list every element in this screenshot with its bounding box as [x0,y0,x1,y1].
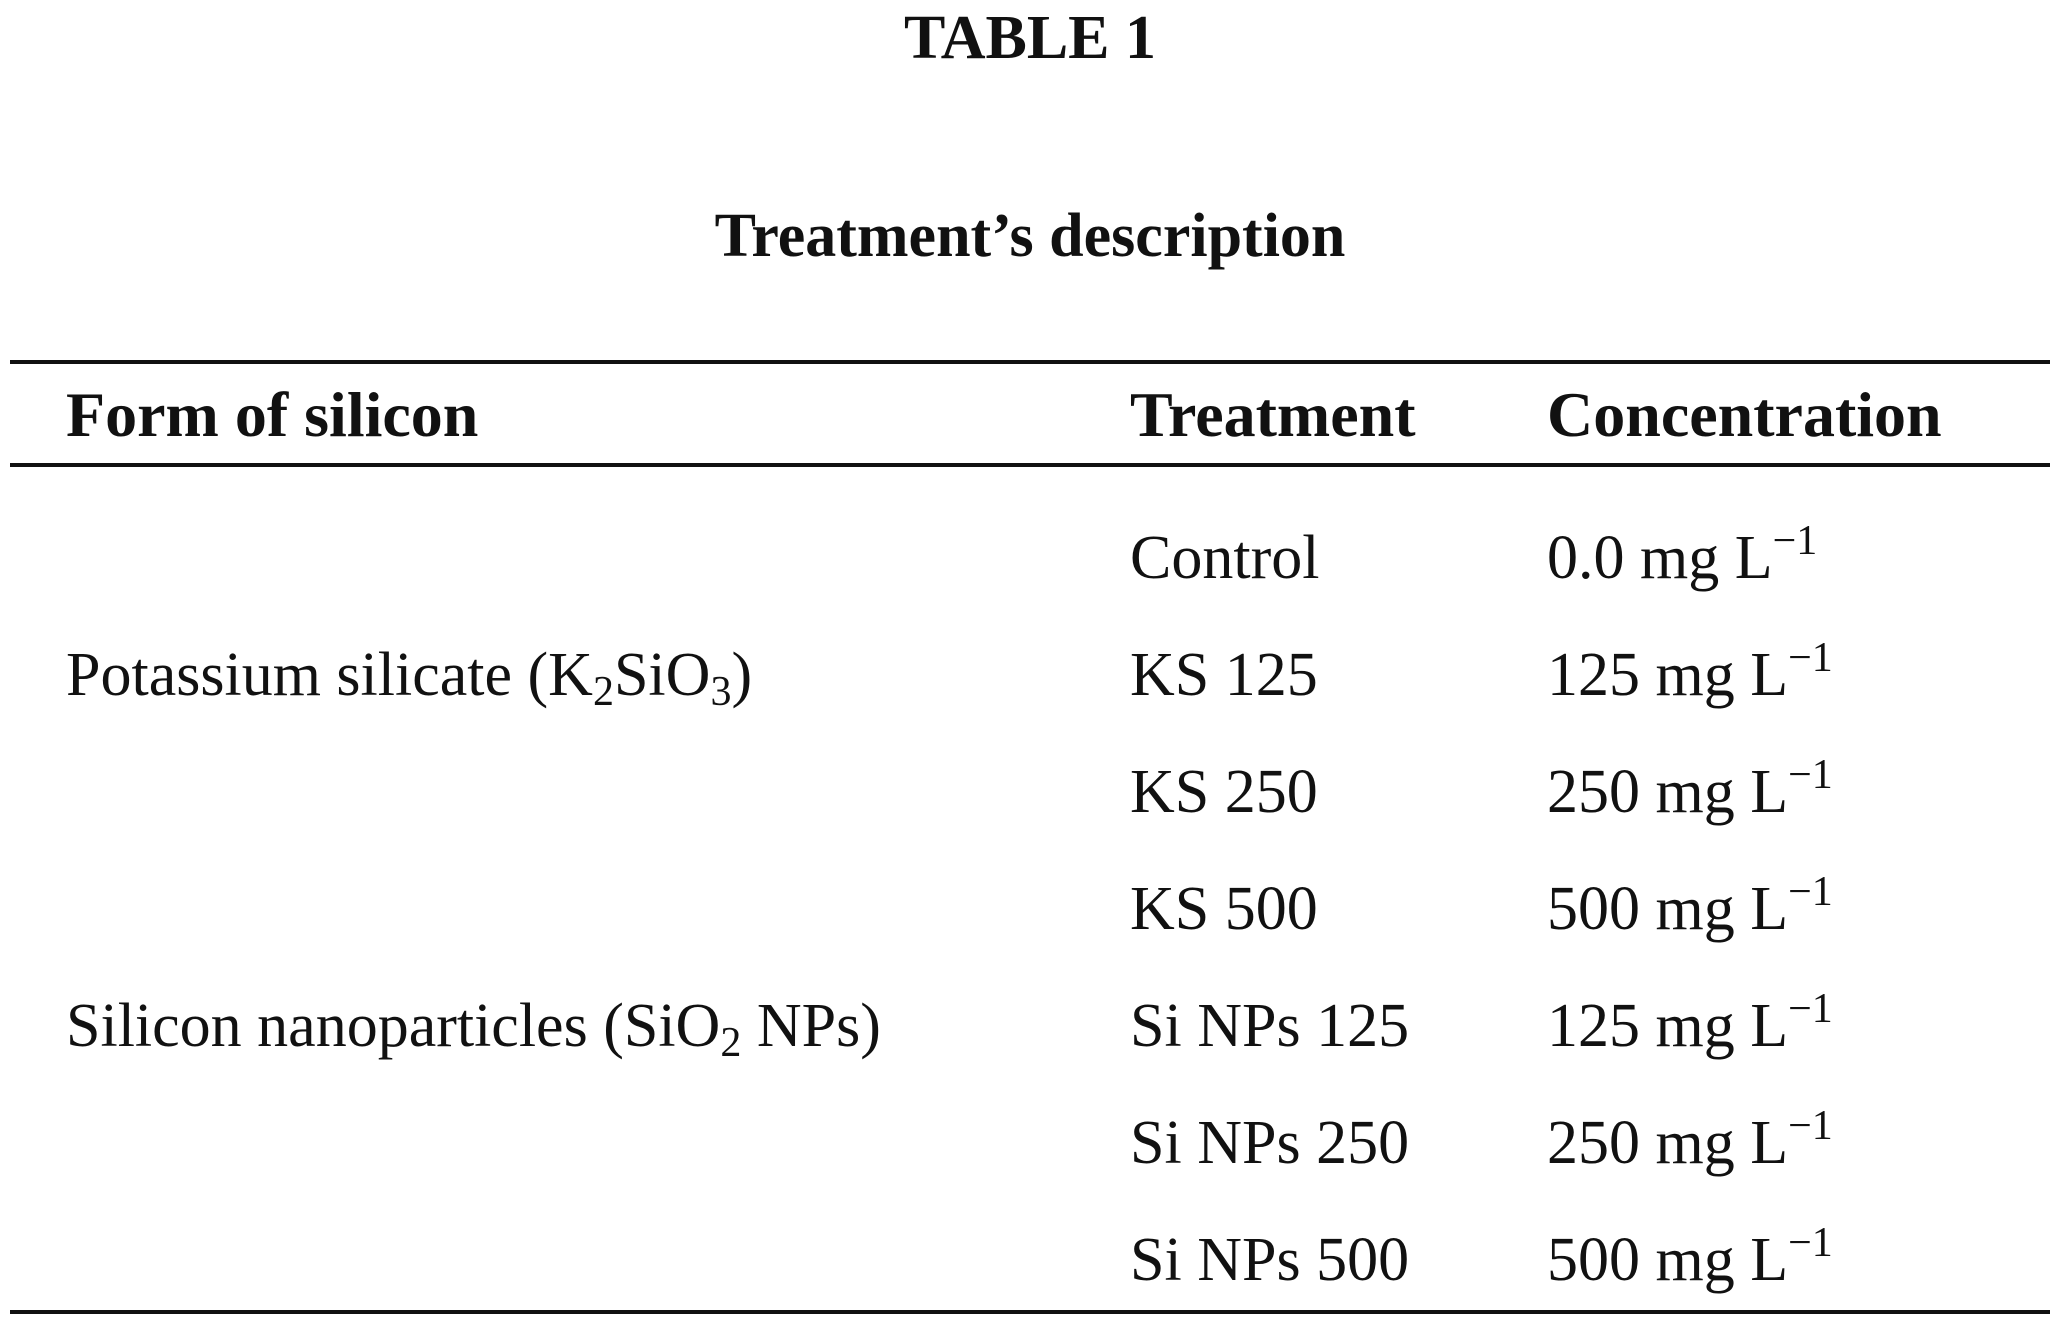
superscript: −1 [1788,635,1833,681]
superscript: −1 [1788,1103,1833,1149]
text-run: SiO [614,641,710,709]
superscript: −1 [1788,1220,1833,1266]
superscript: −1 [1788,869,1833,915]
concentration-cell: 0.0 mg L−1​ [1547,518,1817,592]
form-cell: Silicon nanoparticles (SiO2​ NPs) [66,992,881,1066]
form-cell: Potassium silicate (K2​SiO3​) [66,641,752,715]
table-subtitle: Treatment’s description [715,202,1346,270]
text-run: ) [731,641,752,709]
text-run: 250 mg L [1547,758,1788,826]
concentration-cell: 125 mg L−1​ [1547,635,1833,709]
text-run: 0.0 mg L [1547,524,1773,592]
text-run: 500 mg L [1547,1226,1788,1294]
text-run: Potassium silicate (K [66,641,593,709]
treatment-cell: KS 125 [1130,641,1318,709]
text-run: 250 mg L [1547,1109,1788,1177]
column-header: Concentration [1547,379,1942,450]
concentration-cell: 250 mg L−1​ [1547,1103,1833,1177]
concentration-cell: 500 mg L−1​ [1547,1220,1833,1294]
subscript: 3 [710,669,731,715]
concentration-cell: 500 mg L−1​ [1547,869,1833,943]
treatment-cell: KS 250 [1130,758,1318,826]
treatment-cell: Control [1130,524,1319,592]
treatment-cell: Si NPs 500 [1130,1226,1409,1294]
concentration-cell: 250 mg L−1​ [1547,752,1833,826]
treatment-cell: Si NPs 125 [1130,992,1409,1060]
column-header: Treatment [1130,379,1416,450]
subscript: 2 [593,669,614,715]
treatment-cell: KS 500 [1130,875,1318,943]
text-run: 125 mg L [1547,641,1788,709]
table-title: TABLE 1 [904,4,1156,72]
text-run: NPs) [741,992,881,1060]
concentration-cell: 125 mg L−1​ [1547,986,1833,1060]
superscript: −1 [1788,752,1833,798]
text-run: Silicon nanoparticles (SiO [66,992,720,1060]
subscript: 2 [720,1020,741,1066]
text-run: 125 mg L [1547,992,1788,1060]
text-run: 500 mg L [1547,875,1788,943]
column-header: Form of silicon [66,379,478,450]
treatment-cell: Si NPs 250 [1130,1109,1409,1177]
superscript: −1 [1788,986,1833,1032]
superscript: −1 [1773,518,1818,564]
